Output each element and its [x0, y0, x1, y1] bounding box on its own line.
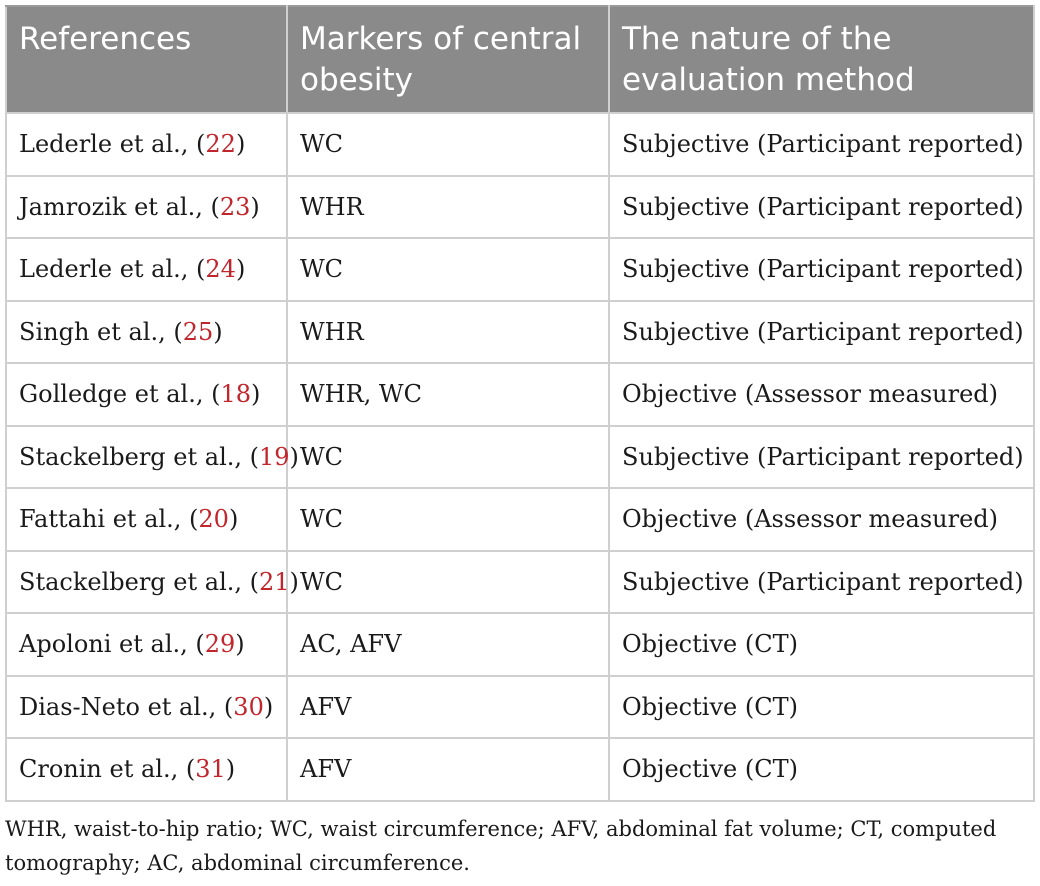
markers-cell: WC	[287, 488, 609, 551]
reference-cell: Jamrozik et al., (23)	[6, 176, 287, 239]
markers-cell: WHR	[287, 176, 609, 239]
reference-close-paren: )	[226, 755, 235, 783]
method-cell: Objective (CT)	[609, 676, 1034, 739]
markers-cell: WHR	[287, 301, 609, 364]
reference-number-link[interactable]: 25	[183, 318, 214, 346]
data-table-container: References Markers of central obesity Th…	[5, 5, 1033, 802]
method-cell: Subjective (Participant reported)	[609, 176, 1034, 239]
reference-number-link[interactable]: 19	[259, 443, 290, 471]
reference-close-paren: )	[213, 318, 222, 346]
reference-cell: Cronin et al., (31)	[6, 738, 287, 801]
reference-cell: Stackelberg et al., (19)	[6, 426, 287, 489]
table-row: Apoloni et al., (29) AC, AFV Objective (CT…	[6, 613, 1034, 676]
reference-number-link[interactable]: 31	[195, 755, 226, 783]
method-cell: Subjective (Participant reported)	[609, 113, 1034, 176]
reference-close-paren: )	[290, 443, 299, 471]
markers-cell: AFV	[287, 738, 609, 801]
reference-author: Apoloni et al., (	[19, 630, 205, 658]
table-footnote: WHR, waist-to-hip ratio; WC, waist circu…	[5, 812, 1035, 880]
table-row: Stackelberg et al., (19) WC Subjective (Pa…	[6, 426, 1034, 489]
table-body: Lederle et al., (22) WC Subjective (Partic…	[6, 113, 1034, 801]
header-references: References	[6, 6, 287, 113]
reference-number-link[interactable]: 30	[233, 693, 264, 721]
markers-cell: AC, AFV	[287, 613, 609, 676]
table-row: Lederle et al., (24) WC Subjective (Partic…	[6, 238, 1034, 301]
method-cell: Objective (Assessor measured)	[609, 488, 1034, 551]
reference-author: Singh et al., (	[19, 318, 183, 346]
reference-number-link[interactable]: 22	[205, 130, 236, 158]
reference-number-link[interactable]: 24	[205, 255, 236, 283]
table-row: Golledge et al., (18) WHR, WC Objective (A…	[6, 363, 1034, 426]
reference-close-paren: )	[235, 630, 244, 658]
reference-author: Jamrozik et al., (	[19, 193, 220, 221]
reference-author: Lederle et al., (	[19, 130, 205, 158]
central-obesity-table: References Markers of central obesity Th…	[5, 5, 1035, 802]
table-header: References Markers of central obesity Th…	[6, 6, 1034, 113]
reference-close-paren: )	[264, 693, 273, 721]
method-cell: Objective (CT)	[609, 738, 1034, 801]
table-row: Singh et al., (25) WHR Subjective (Partici…	[6, 301, 1034, 364]
method-cell: Subjective (Participant reported)	[609, 301, 1034, 364]
reference-author: Cronin et al., (	[19, 755, 195, 783]
header-markers: Markers of central obesity	[287, 6, 609, 113]
reference-number-link[interactable]: 20	[198, 505, 229, 533]
reference-author: Stackelberg et al., (	[19, 568, 259, 596]
reference-number-link[interactable]: 21	[259, 568, 290, 596]
markers-cell: WC	[287, 551, 609, 614]
markers-cell: AFV	[287, 676, 609, 739]
reference-cell: Golledge et al., (18)	[6, 363, 287, 426]
markers-cell: WC	[287, 426, 609, 489]
reference-author: Lederle et al., (	[19, 255, 205, 283]
table-row: Cronin et al., (31) AFV Objective (CT)	[6, 738, 1034, 801]
reference-author: Golledge et al., (	[19, 380, 220, 408]
reference-cell: Lederle et al., (22)	[6, 113, 287, 176]
reference-number-link[interactable]: 29	[205, 630, 236, 658]
markers-cell: WC	[287, 113, 609, 176]
method-cell: Subjective (Participant reported)	[609, 551, 1034, 614]
method-cell: Subjective (Participant reported)	[609, 426, 1034, 489]
reference-close-paren: )	[251, 380, 260, 408]
header-method: The nature of the evaluation method	[609, 6, 1034, 113]
method-cell: Subjective (Participant reported)	[609, 238, 1034, 301]
reference-close-paren: )	[236, 255, 245, 283]
reference-author: Fattahi et al., (	[19, 505, 198, 533]
reference-number-link[interactable]: 23	[220, 193, 251, 221]
reference-close-paren: )	[290, 568, 299, 596]
reference-close-paren: )	[250, 193, 259, 221]
reference-cell: Fattahi et al., (20)	[6, 488, 287, 551]
reference-cell: Dias-Neto et al., (30)	[6, 676, 287, 739]
method-cell: Objective (Assessor measured)	[609, 363, 1034, 426]
reference-author: Stackelberg et al., (	[19, 443, 259, 471]
reference-close-paren: )	[236, 130, 245, 158]
reference-cell: Stackelberg et al., (21)	[6, 551, 287, 614]
markers-cell: WC	[287, 238, 609, 301]
reference-cell: Apoloni et al., (29)	[6, 613, 287, 676]
table-row: Jamrozik et al., (23) WHR Subjective (Part…	[6, 176, 1034, 239]
table-row: Dias-Neto et al., (30) AFV Objective (CT)	[6, 676, 1034, 739]
table-row: Lederle et al., (22) WC Subjective (Partic…	[6, 113, 1034, 176]
header-row: References Markers of central obesity Th…	[6, 6, 1034, 113]
reference-cell: Singh et al., (25)	[6, 301, 287, 364]
table-row: Stackelberg et al., (21) WC Subjective (Pa…	[6, 551, 1034, 614]
reference-cell: Lederle et al., (24)	[6, 238, 287, 301]
method-cell: Objective (CT)	[609, 613, 1034, 676]
reference-author: Dias-Neto et al., (	[19, 693, 233, 721]
reference-number-link[interactable]: 18	[220, 380, 251, 408]
reference-close-paren: )	[229, 505, 238, 533]
markers-cell: WHR, WC	[287, 363, 609, 426]
table-row: Fattahi et al., (20) WC Objective (Assesso…	[6, 488, 1034, 551]
